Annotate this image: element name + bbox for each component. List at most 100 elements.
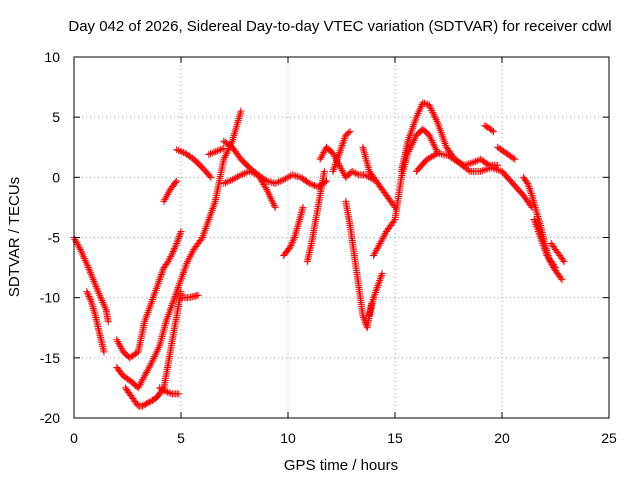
data-point-marker <box>542 248 550 256</box>
data-point-marker <box>422 100 430 108</box>
data-point-marker <box>235 113 243 121</box>
data-point-marker <box>370 292 378 300</box>
data-point-marker <box>218 145 226 153</box>
data-point-marker <box>242 169 250 177</box>
data-point-marker <box>264 189 272 197</box>
data-point-marker <box>220 144 228 152</box>
data-point-marker <box>215 146 223 154</box>
data-point-marker <box>96 291 104 299</box>
data-point-marker <box>202 223 210 231</box>
data-point-marker <box>526 185 534 193</box>
data-point-marker <box>489 164 497 172</box>
data-point-marker <box>420 99 428 107</box>
data-point-marker <box>331 160 339 168</box>
data-point-marker <box>163 316 171 324</box>
data-point-marker <box>225 177 233 185</box>
data-point-marker <box>210 201 218 209</box>
data-point-marker <box>350 168 358 176</box>
data-point-marker <box>426 103 434 111</box>
data-point-marker <box>92 283 100 291</box>
data-point-marker <box>207 210 215 218</box>
data-point-marker <box>291 232 299 240</box>
data-point-marker <box>141 400 149 408</box>
data-point-marker <box>489 128 497 136</box>
data-point-marker <box>373 283 381 291</box>
data-point-marker <box>177 288 185 296</box>
series-track-22 <box>412 149 535 210</box>
data-point-marker <box>232 124 240 132</box>
data-point-marker <box>237 107 245 115</box>
data-point-marker <box>294 221 302 229</box>
data-point-marker <box>533 209 541 217</box>
data-point-marker <box>89 276 97 284</box>
data-point-marker <box>430 112 438 120</box>
data-point-marker <box>147 397 155 405</box>
data-point-marker <box>550 262 558 270</box>
data-point-marker <box>86 267 94 275</box>
data-point-marker <box>428 107 436 115</box>
data-point-marker <box>159 267 167 275</box>
data-point-marker <box>174 283 182 291</box>
data-point-marker <box>172 178 180 186</box>
data-point-marker <box>245 167 253 175</box>
data-point-marker <box>524 181 532 189</box>
data-point-marker <box>227 176 235 184</box>
data-point-marker <box>540 243 548 251</box>
data-point-marker <box>371 290 379 298</box>
data-point-marker <box>265 191 273 199</box>
x-tick-label: 25 <box>601 430 617 446</box>
data-point-marker <box>406 144 414 152</box>
data-point-marker <box>276 177 284 185</box>
data-point-marker <box>87 270 95 278</box>
data-point-marker <box>539 240 547 248</box>
data-point-marker <box>170 294 178 302</box>
data-point-marker <box>532 207 540 215</box>
data-point-marker <box>240 169 248 177</box>
data-point-marker <box>425 131 433 139</box>
data-point-marker <box>148 358 156 366</box>
data-point-marker <box>290 234 298 241</box>
data-point-marker <box>84 263 92 271</box>
data-point-marker <box>94 288 102 296</box>
data-point-marker <box>468 159 476 167</box>
data-point-marker <box>532 221 540 229</box>
data-point-marker <box>430 140 438 148</box>
data-point-marker <box>234 117 242 125</box>
data-point-marker <box>84 291 92 299</box>
data-point-marker <box>482 122 490 130</box>
data-point-marker <box>249 169 257 177</box>
data-point-marker <box>175 390 183 398</box>
data-point-marker <box>432 116 440 124</box>
data-point-marker <box>287 242 295 250</box>
data-point-marker <box>493 166 501 174</box>
data-point-marker <box>223 148 231 156</box>
data-point-marker <box>86 269 94 277</box>
data-point-marker <box>511 155 519 163</box>
data-point-marker <box>341 135 349 143</box>
data-point-marker <box>494 166 502 174</box>
data-point-marker <box>158 269 166 277</box>
data-point-marker <box>285 245 293 253</box>
data-point-marker <box>169 298 177 306</box>
data-point-marker <box>232 126 240 134</box>
data-point-marker <box>133 349 141 357</box>
series-track-25 <box>519 173 565 282</box>
data-point-marker <box>361 317 369 325</box>
data-point-marker <box>173 146 181 154</box>
data-point-marker <box>425 154 433 162</box>
data-point-marker <box>155 344 163 352</box>
data-point-marker <box>224 146 232 154</box>
y-tick-label: -15 <box>40 350 60 366</box>
data-point-marker <box>176 231 184 239</box>
series-track-12 <box>220 167 278 210</box>
data-point-marker <box>271 179 279 187</box>
data-point-marker <box>100 302 108 310</box>
data-point-marker <box>275 178 283 186</box>
data-point-marker <box>147 360 155 368</box>
data-point-marker <box>231 128 239 136</box>
data-point-marker <box>78 249 86 257</box>
data-point-marker <box>148 396 156 404</box>
data-point-marker <box>431 144 439 152</box>
data-point-marker <box>85 265 93 273</box>
data-point-marker <box>168 251 176 259</box>
